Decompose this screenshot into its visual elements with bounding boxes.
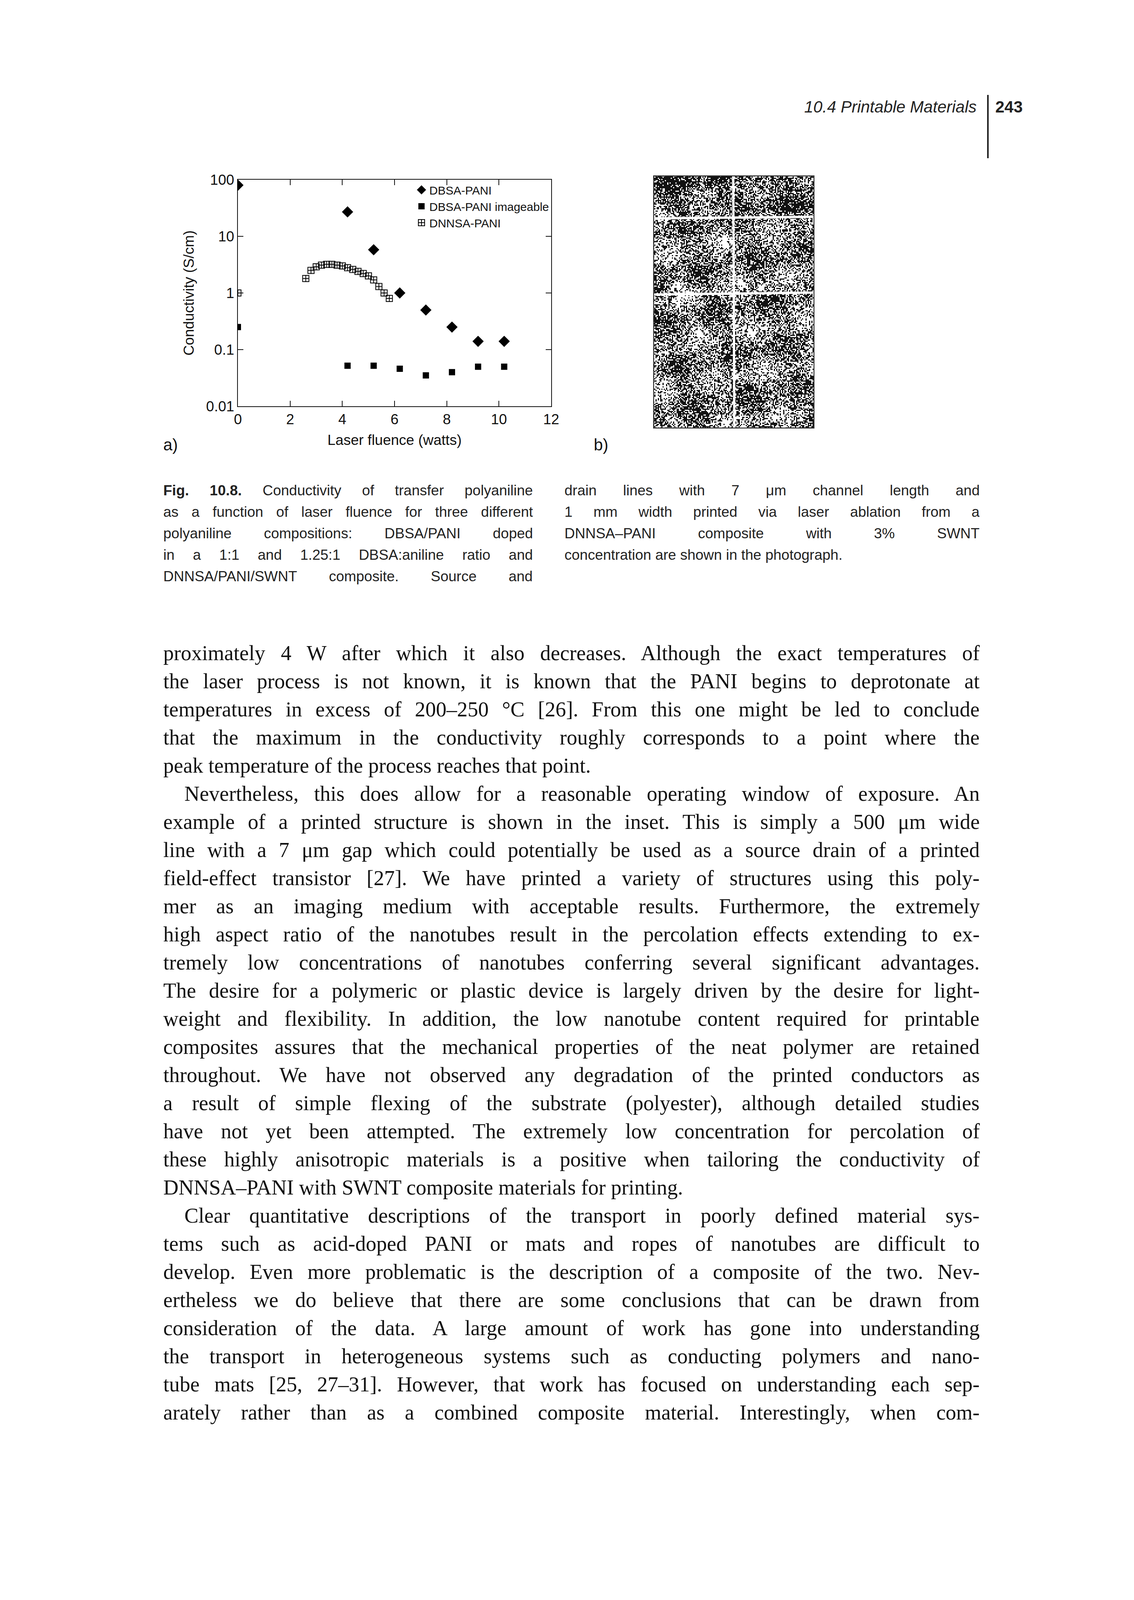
html-text:field-effect transistor [27].: field-effect transistor [27]. We have pr… [163,866,980,890]
html-text:in a 1:1 and 1.25:1 DBSA:anili: in a 1:1 and 1.25:1 DBSA:aniline ratio a… [163,546,533,563]
html-text:temperatures in excess of 200–: temperatures in excess of 200–250 °C [26… [163,697,980,722]
html-text:consideration of the data. A l: consideration of the data. A large amoun… [163,1316,980,1340]
html-text:have not yet been attempted. T: have not yet been attempted. The extreme… [163,1119,980,1143]
html-text:tems such as acid-doped PANI o: tems such as acid-doped PANI or mats and… [163,1232,980,1256]
html-text:drain lines with 7 μm channel: drain lines with 7 μm channel length and [564,482,980,499]
svg-text:10: 10 [491,411,508,428]
svg-text:12: 12 [542,411,559,428]
html-text:the transport in heterogeneous: the transport in heterogeneous systems s… [163,1344,980,1368]
svg-text:Conductivity (S/cm): Conductivity (S/cm) [180,230,197,356]
html-text:Nevertheless, this does allow: Nevertheless, this does allow for a reas… [184,782,980,806]
svg-text:2: 2 [285,411,295,428]
html-text:weight and flexibility. In add: weight and flexibility. In addition, the… [163,1007,980,1031]
html-text:develop. Even more problematic: develop. Even more problematic is the de… [163,1260,980,1284]
html-text:line with a 7 μm gap which cou: line with a 7 μm gap which could potenti… [163,838,980,862]
svg-text:DBSA-PANI: DBSA-PANI [429,183,492,197]
html-text:The desire for a polymeric or: The desire for a polymeric or plastic de… [163,978,980,1003]
html-text:b): b) [593,435,609,454]
svg-text:6: 6 [390,411,399,428]
svg-text:DNNSA-PANI: DNNSA-PANI [429,216,501,230]
html-text:proximately 4 W after which it: proximately 4 W after which it also decr… [163,641,980,665]
svg-text:100: 100 [210,171,235,188]
html-text:a result of simple flexing of: a result of simple flexing of the substr… [163,1091,980,1115]
html-text:mer as an imaging medium with: mer as an imaging medium with acceptable… [163,894,980,918]
html-text:243: 243 [995,97,1023,117]
html-text:the laser process is not known: the laser process is not known, it is kn… [163,669,980,693]
html-text:as a function of laser fluence: as a function of laser fluence for three… [163,503,533,520]
html-text:DNNSA–PANI composite with 3% S: DNNSA–PANI composite with 3% SWNT [564,525,980,542]
svg-text:4: 4 [338,411,347,428]
svg-text:0.01: 0.01 [206,398,235,415]
html-text:tube mats [25, 27–31]. However: tube mats [25, 27–31]. However, that wor… [163,1372,980,1397]
svg-text:Laser fluence (watts): Laser fluence (watts) [327,432,462,449]
html-text:DNNSA/PANI/SWNT composite. Sou: DNNSA/PANI/SWNT composite. Source and [163,568,533,585]
html-text:composites assures that the me: composites assures that the mechanical p… [163,1035,980,1059]
html-text:Clear quantitative description: Clear quantitative descriptions of the t… [184,1203,980,1228]
html-text:example of a printed structure: example of a printed structure is shown … [163,810,980,834]
html-text:concentration are shown in the: concentration are shown in the photograp… [564,546,843,563]
html-text:a): a) [163,435,178,454]
html-text:that the maximum in the conduc: that the maximum in the conductivity rou… [163,725,980,750]
svg-text:1: 1 [226,285,235,302]
html-text:10.4 Printable Materials: 10.4 Printable Materials [804,97,977,117]
html-text:Fig. 10.8. Conductivity of tra: Fig. 10.8. Conductivity of transfer poly… [163,482,533,499]
html-text:ertheless we do believe that t: ertheless we do believe that there are s… [163,1288,980,1312]
html-text:tremely low concentrations of: tremely low concentrations of nanotubes … [163,950,980,975]
html-text:1 mm width printed via laser a: 1 mm width printed via laser ablation fr… [564,503,980,520]
svg-text:0.1: 0.1 [214,341,234,358]
svg-text:DBSA-PANI imageable: DBSA-PANI imageable [429,200,549,214]
svg-text:10: 10 [217,228,234,245]
html-text:polyaniline compositions: DBSA: polyaniline compositions: DBSA/PANI dope… [163,525,533,542]
svg-text:0: 0 [233,411,243,428]
html-text:arately rather than as a combi: arately rather than as a combined compos… [163,1400,980,1425]
html-text:high aspect ratio of the nanot: high aspect ratio of the nanotubes resul… [163,922,980,947]
html-text:DNNSA–PANI with SWNT composite: DNNSA–PANI with SWNT composite materials… [163,1175,683,1200]
svg-text:8: 8 [442,411,451,428]
html-text:these highly anisotropic mater: these highly anisotropic materials is a … [163,1147,980,1172]
html-text:throughout. We have not observ: throughout. We have not observed any deg… [163,1063,980,1087]
html-text:peak temperature of the proces: peak temperature of the process reaches … [163,753,591,778]
